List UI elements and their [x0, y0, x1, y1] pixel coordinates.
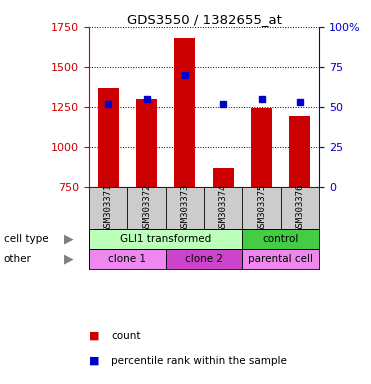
- Text: count: count: [111, 331, 141, 341]
- Text: clone 2: clone 2: [185, 254, 223, 264]
- Text: ▶: ▶: [64, 252, 73, 265]
- Bar: [213, 168, 234, 187]
- Bar: [242, 229, 319, 249]
- Text: GSM303375: GSM303375: [257, 184, 266, 232]
- Bar: [89, 229, 242, 249]
- Text: GSM303376: GSM303376: [295, 184, 304, 232]
- Text: other: other: [4, 254, 32, 264]
- Title: GDS3550 / 1382655_at: GDS3550 / 1382655_at: [127, 13, 282, 26]
- Bar: [98, 88, 119, 187]
- Text: GSM303371: GSM303371: [104, 184, 113, 232]
- Text: ▶: ▶: [64, 233, 73, 245]
- Text: GLI1 transformed: GLI1 transformed: [120, 234, 211, 244]
- Text: GSM303373: GSM303373: [180, 184, 189, 232]
- Bar: [166, 249, 242, 269]
- Bar: [89, 249, 166, 269]
- Bar: [251, 108, 272, 187]
- Text: parental cell: parental cell: [248, 254, 313, 264]
- Text: ■: ■: [89, 331, 99, 341]
- Text: GSM303374: GSM303374: [219, 184, 228, 232]
- Text: control: control: [263, 234, 299, 244]
- Text: cell type: cell type: [4, 234, 48, 244]
- Bar: [242, 249, 319, 269]
- Text: percentile rank within the sample: percentile rank within the sample: [111, 356, 287, 366]
- Text: ■: ■: [89, 356, 99, 366]
- Bar: [136, 99, 157, 187]
- Text: GSM303372: GSM303372: [142, 184, 151, 232]
- Text: clone 1: clone 1: [108, 254, 147, 264]
- Bar: [289, 116, 311, 187]
- Bar: [174, 38, 196, 187]
